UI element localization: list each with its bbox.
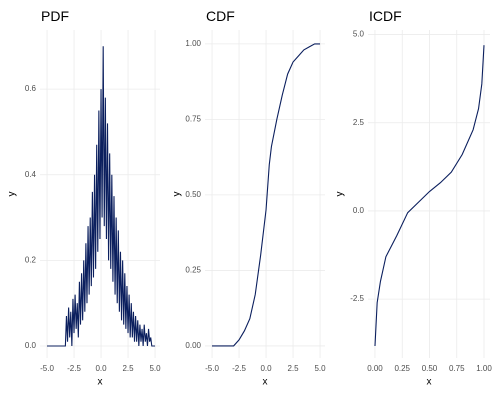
x-axis-title: x xyxy=(98,377,103,388)
y-axis-title: y xyxy=(7,192,18,197)
x-tick-label: -2.5 xyxy=(232,364,246,373)
x-tick-label: 5.0 xyxy=(314,364,326,373)
y-tick-label: 2.5 xyxy=(353,118,365,127)
x-tick-label: -5.0 xyxy=(205,364,219,373)
x-tick-label: 2.5 xyxy=(287,364,299,373)
x-tick-label: 0.0 xyxy=(95,364,107,373)
x-tick-label: 0.00 xyxy=(367,364,383,373)
x-tick-label: 0.25 xyxy=(394,364,410,373)
y-tick-label: 1.00 xyxy=(185,39,201,48)
y-tick-label: 0.25 xyxy=(185,266,201,275)
y-tick-label: 0.6 xyxy=(25,84,37,93)
data-line xyxy=(374,45,485,347)
x-tick-label: 5.0 xyxy=(149,364,161,373)
y-axis-title: y xyxy=(335,192,346,197)
x-tick-label: 1.00 xyxy=(476,364,492,373)
y-tick-label: 5.0 xyxy=(353,30,365,39)
x-tick-label: 0.0 xyxy=(260,364,272,373)
y-axis-title: y xyxy=(172,192,183,197)
y-tick-label: 0.0 xyxy=(25,341,37,350)
x-tick-label: -2.5 xyxy=(67,364,81,373)
y-tick-label: 0.0 xyxy=(353,206,365,215)
x-tick-label: 0.50 xyxy=(422,364,438,373)
panel-title: ICDF xyxy=(369,8,402,24)
y-tick-label: -2.5 xyxy=(350,294,364,303)
y-tick-label: 0.4 xyxy=(25,170,37,179)
x-axis-title: x xyxy=(263,377,268,388)
panel-title: PDF xyxy=(41,8,69,24)
y-tick-label: 0.2 xyxy=(25,255,37,264)
data-line xyxy=(47,46,156,347)
x-tick-label: -5.0 xyxy=(40,364,54,373)
panel-title: CDF xyxy=(206,8,235,24)
x-tick-label: 0.75 xyxy=(449,364,465,373)
y-tick-label: 0.00 xyxy=(185,341,201,350)
x-axis-title: x xyxy=(427,377,432,388)
x-tick-label: 2.5 xyxy=(122,364,134,373)
y-tick-label: 0.50 xyxy=(185,190,201,199)
y-tick-label: 0.75 xyxy=(185,115,201,124)
data-line xyxy=(212,43,321,347)
